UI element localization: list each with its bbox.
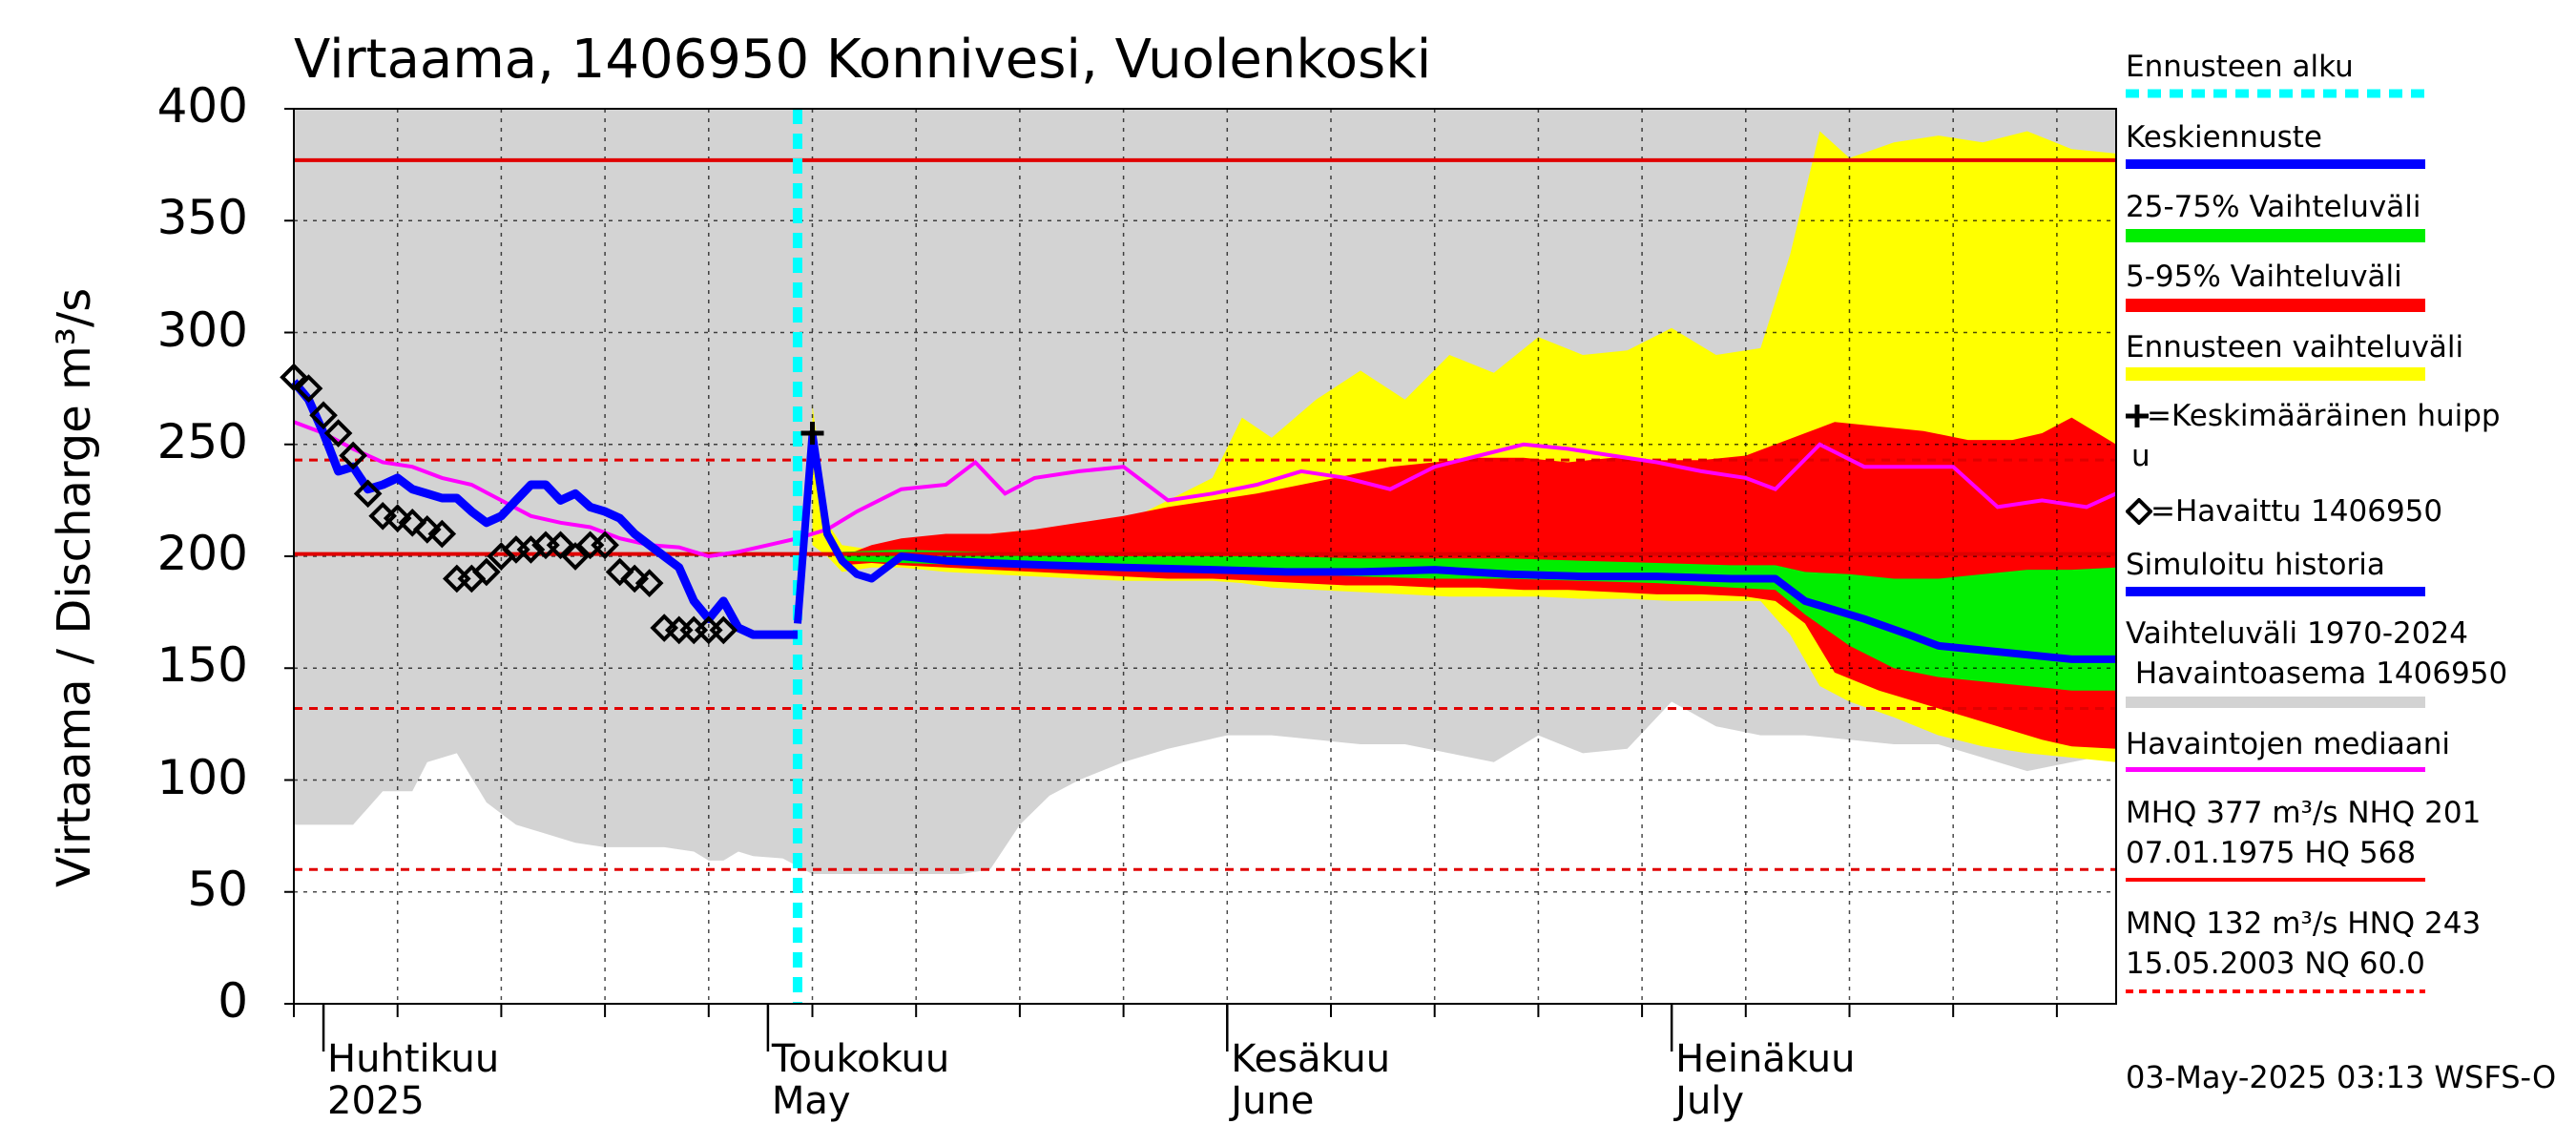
legend-peak-label-2: u	[2131, 439, 2150, 473]
peak-marker	[800, 422, 824, 446]
legend-forecast-start-label: Ennusteen alku	[2126, 50, 2354, 84]
observed-point	[412, 515, 442, 544]
legend-stats2-swatch	[2126, 989, 2425, 993]
y-tick-label: 300	[156, 302, 248, 358]
legend-median-label: Havaintojen mediaani	[2126, 727, 2451, 761]
legend-iqr-swatch	[2126, 229, 2425, 242]
legend-simulated-label: Simuloitu historia	[2126, 548, 2385, 582]
observed-point	[620, 564, 649, 593]
legend-p5-95-swatch	[2126, 299, 2425, 312]
month-label-en: 2025	[327, 1079, 425, 1123]
y-tick-label: 100	[156, 749, 248, 805]
p5-95-band	[841, 417, 2116, 749]
month-label-en: June	[1231, 1079, 1315, 1123]
observed-point	[323, 419, 353, 448]
legend-hist-range-label-2: Havaintoasema 1406950	[2126, 656, 2508, 691]
y-tick-label: 200	[156, 526, 248, 581]
observed-point	[294, 374, 323, 403]
legend-observed-label: =Havaittu 1406950	[2150, 494, 2443, 529]
y-tick-label: 0	[218, 973, 248, 1029]
month-label-en: July	[1675, 1079, 1745, 1123]
month-label-en: May	[771, 1079, 851, 1123]
legend-observed-diamond-icon	[2126, 498, 2152, 525]
legend-stats1-line1: MHQ 377 m³/s NHQ 201	[2126, 796, 2482, 830]
legend-p5-95-label: 5-95% Vaihteluväli	[2126, 260, 2402, 294]
observed-point	[634, 569, 664, 597]
legend-peak-label-1: =Keskimääräinen huipp	[2147, 399, 2501, 433]
month-label-fi: Kesäkuu	[1231, 1037, 1391, 1081]
month-label: Toukokuu May	[772, 1038, 949, 1122]
legend-peak-cross-icon	[2126, 405, 2149, 427]
month-label-fi: Huhtikuu	[327, 1037, 500, 1081]
observed-point	[309, 401, 338, 430]
observed-point	[383, 504, 412, 532]
legend-simulated-swatch	[2126, 587, 2425, 596]
y-tick-label: 250	[156, 413, 248, 469]
month-label: Kesäkuu June	[1231, 1038, 1390, 1122]
legend-median-swatch	[2126, 767, 2425, 772]
iqr-band	[841, 550, 2116, 691]
legend-hist-range-label-1: Vaihteluväli 1970-2024	[2126, 616, 2468, 651]
month-label: Heinäkuu July	[1675, 1038, 1855, 1122]
observed-point	[353, 479, 383, 509]
legend-forecast-start-swatch	[2126, 89, 2425, 98]
y-tick-label: 400	[156, 78, 248, 134]
legend: Ennusteen alku Keskiennuste 25-75% Vaiht…	[2126, 0, 2576, 1145]
y-tick-label: 150	[156, 637, 248, 694]
observed-point	[561, 542, 590, 571]
chart-title: Virtaama, 1406950 Konnivesi, Vuolenkoski	[294, 29, 1432, 91]
month-label-fi: Toukokuu	[771, 1037, 950, 1081]
legend-stats1-line2: 07.01.1975 HQ 568	[2126, 836, 2417, 870]
observed-point	[339, 441, 367, 470]
legend-hist-range-swatch	[2126, 697, 2425, 708]
y-axis-label: Virtaama / Discharge m³/s	[48, 287, 101, 887]
median-line	[293, 420, 2117, 559]
observed-point	[591, 531, 619, 560]
legend-mean-forecast-label: Keskiennuste	[2126, 120, 2322, 155]
observed-point	[709, 615, 738, 645]
month-label-fi: Heinäkuu	[1675, 1037, 1856, 1081]
y-tick-label: 350	[156, 190, 248, 246]
observed-point	[605, 557, 634, 587]
observed-point	[472, 557, 501, 587]
legend-forecast-range-label: Ennusteen vaihteluväli	[2126, 330, 2464, 364]
month-label: Huhtikuu 2025	[327, 1038, 499, 1122]
legend-stats2-line2: 15.05.2003 NQ 60.0	[2126, 947, 2425, 981]
observed-point	[546, 531, 575, 560]
mean-forecast-line	[794, 429, 2116, 663]
legend-stats1-swatch	[2126, 878, 2425, 882]
y-tick-label: 50	[187, 861, 248, 917]
observed-point	[516, 535, 546, 564]
legend-stats2-line1: MNQ 132 m³/s HNQ 243	[2126, 906, 2482, 941]
observed-point	[427, 519, 457, 549]
legend-mean-forecast-swatch	[2126, 159, 2425, 169]
footer-timestamp: 03-May-2025 03:13 WSFS-O	[2126, 1059, 2557, 1095]
simulated-history-line	[290, 379, 798, 639]
legend-iqr-label: 25-75% Vaihteluväli	[2126, 190, 2421, 224]
legend-forecast-range-swatch	[2126, 367, 2425, 381]
observed-point	[398, 508, 427, 537]
